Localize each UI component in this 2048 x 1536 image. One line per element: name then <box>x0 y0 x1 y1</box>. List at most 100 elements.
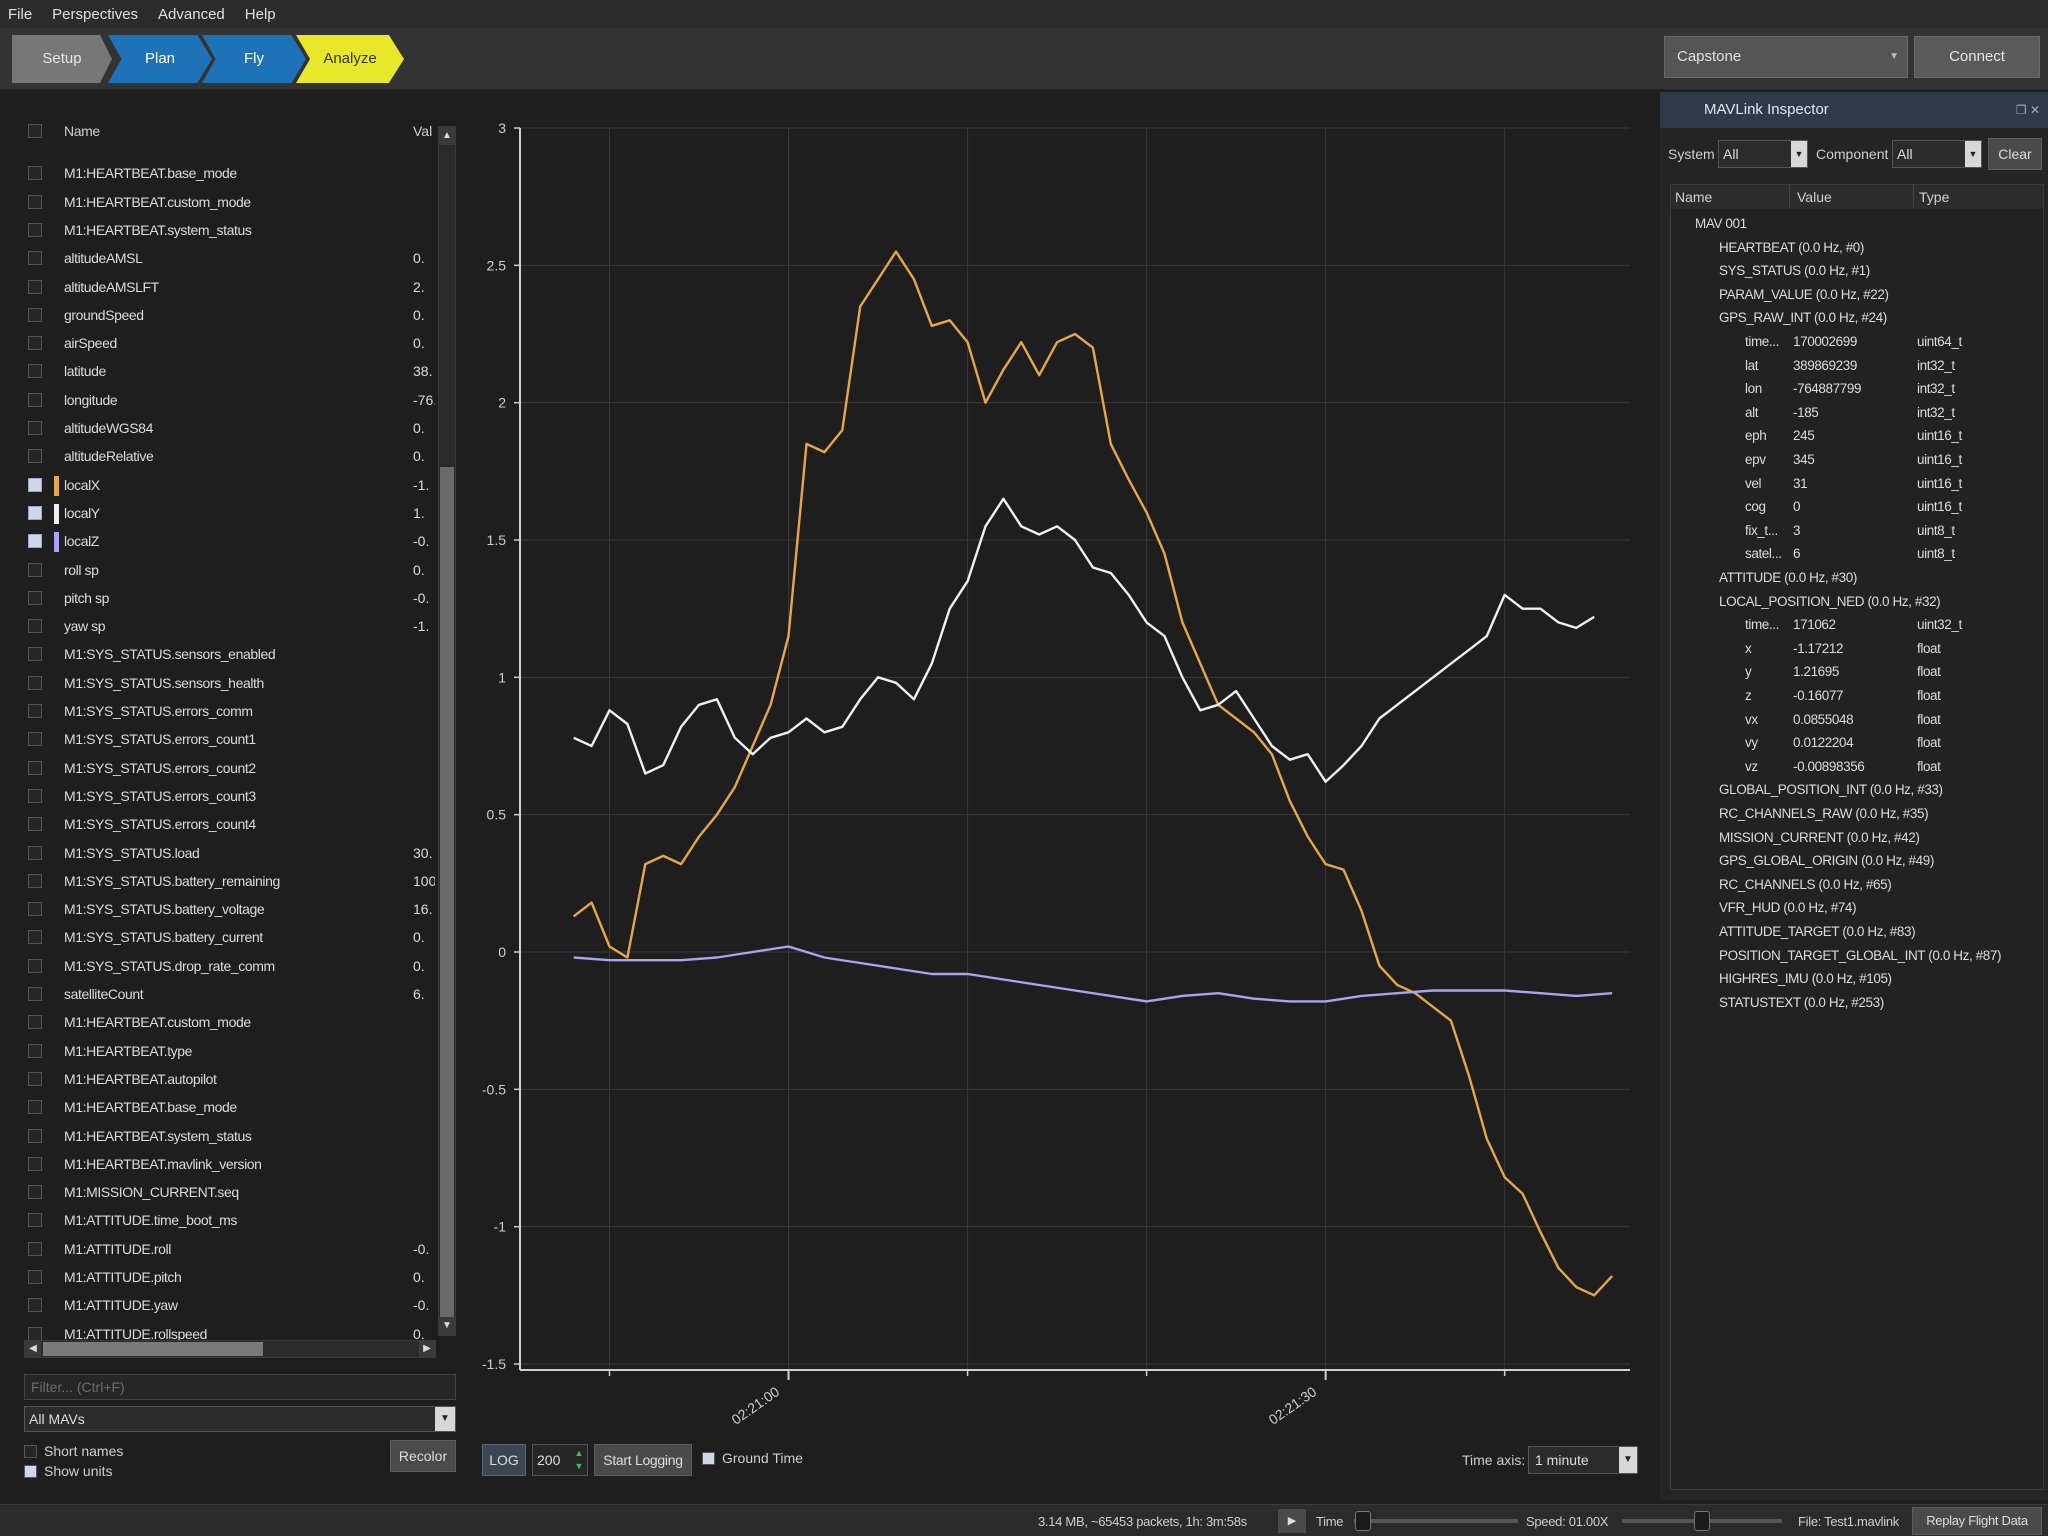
plot-variable-checkbox[interactable] <box>28 1015 42 1030</box>
perspective-setup-button[interactable]: Setup <box>12 35 112 83</box>
tree-message-row[interactable]: HIGHRES_IMU (0.0 Hz, #105) <box>1671 968 2043 992</box>
plot-variable-checkbox[interactable] <box>28 930 42 945</box>
horizontal-scrollbar[interactable]: ◀ ▶ <box>24 1340 436 1358</box>
plot-variable-checkbox[interactable] <box>28 1326 42 1341</box>
plot-variable-row[interactable]: pitch sp -0. <box>18 585 438 613</box>
plot-variable-row[interactable]: M1:ATTITUDE.yaw -0. <box>18 1292 438 1320</box>
plot-variable-row[interactable]: M1:MISSION_CURRENT.seq <box>18 1179 438 1207</box>
plot-variable-checkbox[interactable] <box>28 392 42 407</box>
tree-field-row[interactable]: satel... 6 uint8_t <box>1671 543 2043 567</box>
plot-variable-row[interactable]: altitudeWGS84 0. <box>18 415 438 443</box>
ground-time-checkbox[interactable] <box>702 1452 715 1465</box>
tree-field-row[interactable]: epv 345 uint16_t <box>1671 449 2043 473</box>
plot-variable-row[interactable]: M1:ATTITUDE.pitch 0. <box>18 1264 438 1292</box>
plot-variable-checkbox[interactable] <box>28 505 42 520</box>
short-names-checkbox[interactable] <box>24 1445 37 1458</box>
replay-flight-data-button[interactable]: Replay Flight Data <box>1912 1507 2042 1535</box>
tree-field-row[interactable]: lon -764887799 int32_t <box>1671 378 2043 402</box>
plot-variable-row[interactable]: localX -1. <box>18 472 438 500</box>
menu-perspectives[interactable]: Perspectives <box>52 5 139 23</box>
plot-variable-row[interactable]: M1:ATTITUDE.time_boot_ms <box>18 1207 438 1235</box>
tree-message-row[interactable]: POSITION_TARGET_GLOBAL_INT (0.0 Hz, #87) <box>1671 945 2043 969</box>
float-icon[interactable]: ❐ <box>2015 103 2027 117</box>
plot-variable-row[interactable]: altitudeRelative 0. <box>18 443 438 471</box>
tree-field-row[interactable]: cog 0 uint16_t <box>1671 496 2043 520</box>
close-icon[interactable]: ✕ <box>2029 103 2040 117</box>
play-button[interactable]: ▶ <box>1278 1509 1306 1533</box>
plot-variable-checkbox[interactable] <box>28 477 42 492</box>
mav-select[interactable]: All MAVs ▼ <box>24 1406 456 1432</box>
series-color-swatch[interactable] <box>54 475 59 496</box>
plot-variable-checkbox[interactable] <box>28 194 42 209</box>
points-spinbox[interactable]: 200 ▲ ▼ <box>532 1444 588 1476</box>
select-all-checkbox[interactable] <box>28 124 42 138</box>
tree-message-row[interactable]: PARAM_VALUE (0.0 Hz, #22) <box>1671 284 2043 308</box>
plot-variable-row[interactable]: M1:HEARTBEAT.custom_mode <box>18 189 438 217</box>
plot-variable-checkbox[interactable] <box>28 647 42 662</box>
plot-variable-checkbox[interactable] <box>28 873 42 888</box>
plot-variable-checkbox[interactable] <box>28 788 42 803</box>
system-select[interactable]: All ▼ <box>1718 140 1808 168</box>
connect-button[interactable]: Connect <box>1914 36 2040 78</box>
tree-field-row[interactable]: alt -185 int32_t <box>1671 402 2043 426</box>
scroll-down-icon[interactable]: ▼ <box>439 1317 455 1335</box>
plot-variable-row[interactable]: altitudeAMSL 0. <box>18 245 438 273</box>
plot-variable-row[interactable]: satelliteCount 6. <box>18 981 438 1009</box>
tree-field-row[interactable]: z -0.16077 float <box>1671 685 2043 709</box>
column-name-header[interactable]: Name <box>64 123 100 139</box>
plot-variable-row[interactable]: M1:SYS_STATUS.drop_rate_comm 0. <box>18 953 438 981</box>
plot-variable-row[interactable]: M1:SYS_STATUS.errors_count2 <box>18 755 438 783</box>
plot-variable-row[interactable]: M1:ATTITUDE.roll -0. <box>18 1236 438 1264</box>
plot-variable-checkbox[interactable] <box>28 760 42 775</box>
tree-column-type[interactable]: Type <box>1919 189 1950 205</box>
plot-variable-checkbox[interactable] <box>28 166 42 181</box>
recolor-button[interactable]: Recolor <box>390 1440 456 1472</box>
time-axis-select[interactable]: 1 minute ▼ <box>1528 1446 1638 1474</box>
plot-variable-row[interactable]: M1:ATTITUDE.rollspeed 0. <box>18 1321 438 1349</box>
plot-variable-checkbox[interactable] <box>28 336 42 351</box>
plot-variable-row[interactable]: M1:HEARTBEAT.custom_mode <box>18 1009 438 1037</box>
tree-field-row[interactable]: vz -0.00898356 float <box>1671 756 2043 780</box>
tree-field-row[interactable]: vy 0.0122204 float <box>1671 732 2043 756</box>
plot-variable-checkbox[interactable] <box>28 251 42 266</box>
plot-variable-checkbox[interactable] <box>28 1043 42 1058</box>
slider-handle[interactable] <box>1694 1511 1710 1531</box>
plot-variable-row[interactable]: M1:SYS_STATUS.errors_count1 <box>18 726 438 754</box>
plot-variable-row[interactable]: M1:HEARTBEAT.system_status <box>18 1123 438 1151</box>
series-line-2[interactable] <box>573 945 1613 1003</box>
tree-message-row[interactable]: GPS_RAW_INT (0.0 Hz, #24) <box>1671 307 2043 331</box>
tree-message-row[interactable]: RC_CHANNELS_RAW (0.0 Hz, #35) <box>1671 803 2043 827</box>
time-slider[interactable] <box>1354 1511 1518 1531</box>
tree-message-row[interactable]: STATUSTEXT (0.0 Hz, #253) <box>1671 992 2043 1016</box>
plot-variable-checkbox[interactable] <box>28 987 42 1001</box>
start-logging-button[interactable]: Start Logging <box>594 1444 692 1476</box>
tree-message-row[interactable]: GPS_GLOBAL_ORIGIN (0.0 Hz, #49) <box>1671 850 2043 874</box>
plot-variable-row[interactable]: M1:SYS_STATUS.errors_comm <box>18 698 438 726</box>
plot-variable-row[interactable]: M1:HEARTBEAT.type <box>18 1038 438 1066</box>
menu-advanced[interactable]: Advanced <box>158 5 225 23</box>
plot-variable-checkbox[interactable] <box>28 307 42 322</box>
plot-variable-checkbox[interactable] <box>28 1100 42 1115</box>
plot-variable-row[interactable]: M1:SYS_STATUS.errors_count3 <box>18 783 438 811</box>
plot-variable-row[interactable]: M1:SYS_STATUS.battery_remaining 100. <box>18 868 438 896</box>
filter-input[interactable] <box>24 1374 456 1400</box>
tree-column-name[interactable]: Name <box>1675 189 1713 205</box>
show-units-checkbox[interactable] <box>24 1465 37 1478</box>
tree-message-row[interactable]: ATTITUDE (0.0 Hz, #30) <box>1671 567 2043 591</box>
plot-variable-row[interactable]: localZ -0. <box>18 528 438 556</box>
tree-message-row[interactable]: RC_CHANNELS (0.0 Hz, #65) <box>1671 874 2043 898</box>
spin-arrows-icon[interactable]: ▲ ▼ <box>574 1448 584 1471</box>
plot-variable-row[interactable]: M1:SYS_STATUS.battery_current 0. <box>18 924 438 952</box>
series-color-swatch[interactable] <box>54 503 59 524</box>
plot-variable-row[interactable]: M1:HEARTBEAT.base_mode <box>18 1094 438 1122</box>
scrollbar-thumb[interactable] <box>43 1342 263 1356</box>
plot-variable-checkbox[interactable] <box>28 534 42 549</box>
plot-variable-row[interactable]: M1:SYS_STATUS.load 30. <box>18 840 438 868</box>
plot-variable-checkbox[interactable] <box>28 958 42 973</box>
tree-field-row[interactable]: x -1.17212 float <box>1671 638 2043 662</box>
scrollbar-thumb[interactable] <box>440 467 454 1317</box>
plot-variable-checkbox[interactable] <box>28 732 42 747</box>
plot-variable-row[interactable]: groundSpeed 0. <box>18 302 438 330</box>
tree-field-row[interactable]: fix_t... 3 uint8_t <box>1671 520 2043 544</box>
plot-variable-row[interactable]: M1:SYS_STATUS.battery_voltage 16. <box>18 896 438 924</box>
